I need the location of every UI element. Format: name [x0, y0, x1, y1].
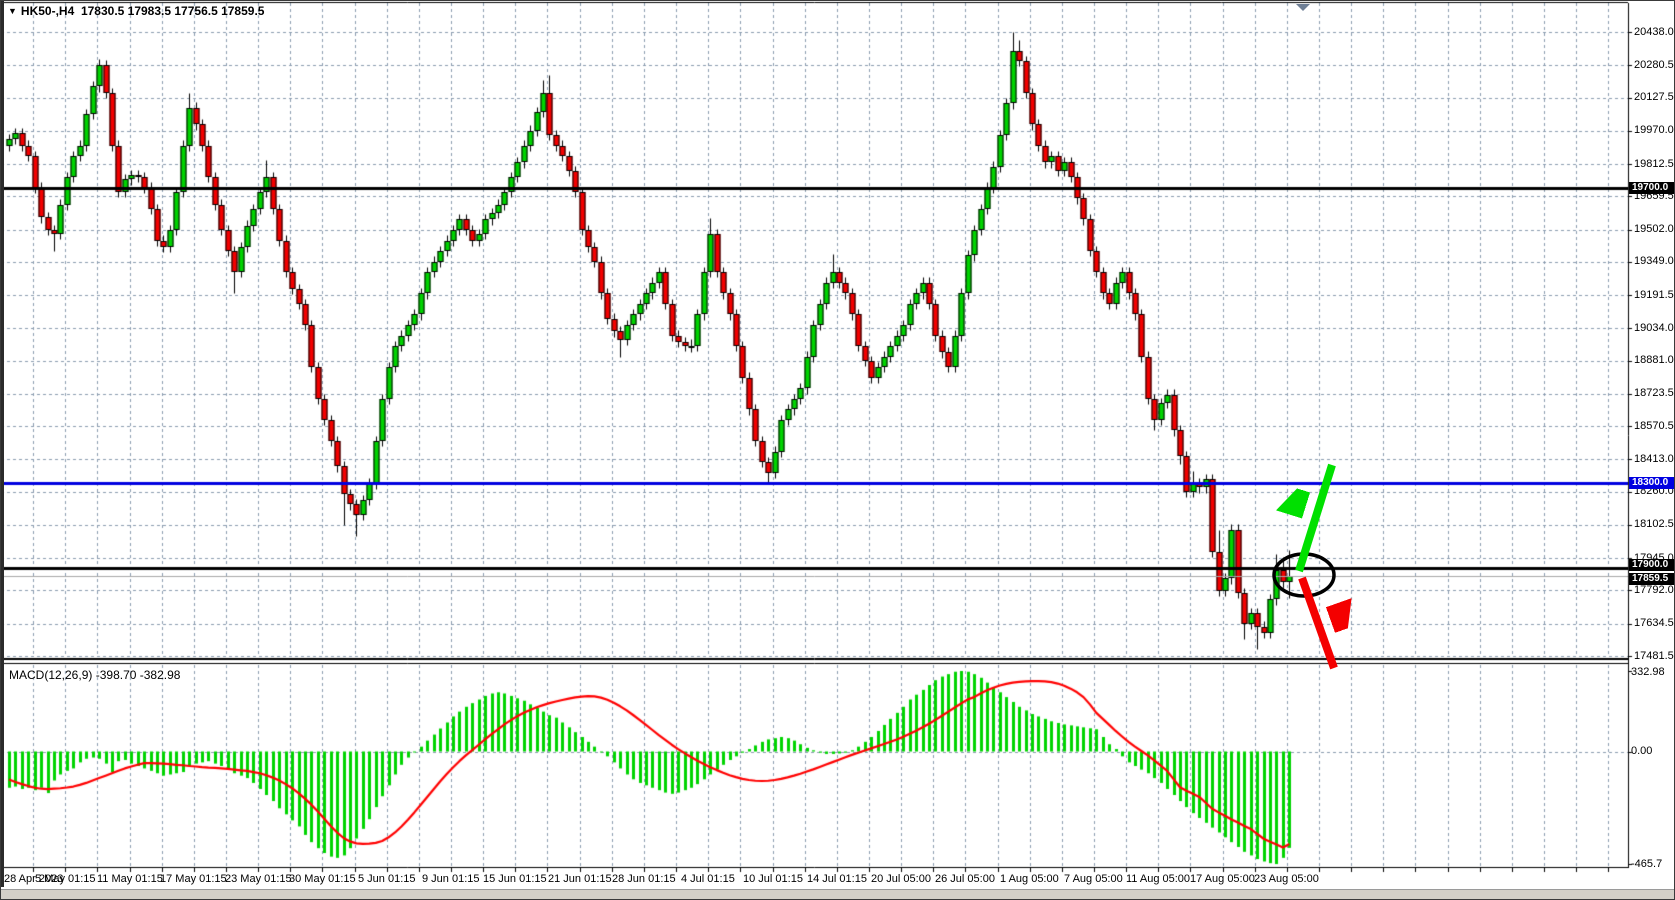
price-axis-label: 17945.0: [1634, 552, 1674, 564]
time-axis-label: 23 May 01:15: [225, 873, 292, 885]
time-axis-label: 5 Jun 01:15: [358, 873, 416, 885]
time-axis-label: 11 May 01:15: [97, 873, 163, 885]
time-axis-label: 30 May 01:15: [289, 873, 356, 885]
time-axis-label: 4 Jul 01:15: [681, 873, 735, 885]
macd-axis-label: 0.00: [1631, 745, 1653, 757]
time-axis-label: 26 Jul 05:00: [935, 873, 995, 885]
window-left-edge: [1, 1, 4, 887]
time-axis-label: 28 Apr 2023: [4, 873, 64, 885]
price-axis-label: 19659.5: [1634, 189, 1674, 202]
macd-signal-value: -382.98: [139, 668, 181, 682]
bearish-scenario-arrow[interactable]: [1298, 576, 1334, 670]
price-axis-label: 18881.0: [1634, 354, 1674, 367]
current-price-tag: 17859.5: [1629, 573, 1674, 586]
time-axis-label: 20 Jul 05:00: [871, 873, 931, 885]
macd-name: MACD(12,26,9): [9, 668, 93, 682]
price-axis-label: 18570.5: [1634, 419, 1674, 432]
symbol-period-label: HK50-,H4: [20, 4, 75, 18]
chart-title: ▼ HK50-,H4 17830.5 17983.5 17756.5 17859.…: [8, 4, 264, 18]
price-axis-label: 18723.5: [1634, 387, 1674, 400]
price-axis-label: 20280.5: [1634, 58, 1674, 71]
macd-main-value: -398.70: [95, 668, 137, 682]
price-axis-label: 17634.5: [1634, 617, 1674, 630]
time-axis-label: 17 Aug 05:00: [1190, 873, 1255, 885]
price-axis-label: 19191.5: [1634, 288, 1674, 301]
price-axis-label: 17481.5: [1634, 649, 1674, 662]
time-axis-label: 15 Jun 01:15: [483, 873, 547, 885]
price-axis-label: 19502.0: [1634, 223, 1674, 236]
price-axis-label: 19034.0: [1634, 321, 1674, 334]
macd-axis-label: 332.98: [1631, 666, 1665, 678]
macd-indicator-label: MACD(12,26,9) -398.70 -382.98: [9, 668, 180, 682]
price-axis-label: 19349.0: [1634, 255, 1674, 268]
window-bottom-strip: [1, 889, 1674, 899]
price-axis-label: 18260.0: [1634, 485, 1674, 498]
ohlc-quote-label: 17830.5 17983.5 17756.5 17859.5: [80, 4, 265, 18]
time-axis-label: 5 May 01:15: [35, 873, 96, 885]
time-axis-label: 14 Jul 01:15: [807, 873, 867, 885]
price-level-tag: 17900.0: [1629, 558, 1674, 571]
time-axis-label: 21 Jun 01:15: [548, 873, 612, 885]
price-axis-label: 17792.0: [1634, 583, 1674, 596]
bullish-scenario-arrow[interactable]: [1299, 463, 1336, 573]
price-axis-label: 19970.0: [1634, 124, 1674, 137]
price-axis-label: 19812.5: [1634, 157, 1674, 170]
price-level-tag: 19700.0: [1629, 181, 1674, 194]
time-axis-label: 11 Aug 05:00: [1126, 873, 1191, 885]
time-axis-label: 23 Aug 05:00: [1254, 873, 1319, 885]
macd-axis-label: -465.7: [1631, 857, 1663, 870]
time-axis-label: 9 Jun 01:15: [422, 873, 480, 885]
time-axis-label: 28 Jun 01:15: [612, 873, 676, 885]
time-axis-label: 7 Aug 05:00: [1064, 873, 1123, 885]
time-axis-label: 1 Aug 05:00: [1000, 873, 1059, 885]
price-level-tag: 18300.0: [1629, 477, 1674, 490]
symbol-dropdown-icon[interactable]: ▼: [8, 6, 17, 16]
price-axis-label: 18413.0: [1634, 452, 1674, 465]
time-axis-label: 10 Jul 01:15: [743, 873, 803, 885]
price-axis-label: 20127.5: [1634, 91, 1674, 104]
price-axis-label: 18102.5: [1634, 518, 1674, 531]
time-axis-label: 17 May 01:15: [160, 873, 227, 885]
price-axis-label: 20438.0: [1634, 25, 1674, 38]
